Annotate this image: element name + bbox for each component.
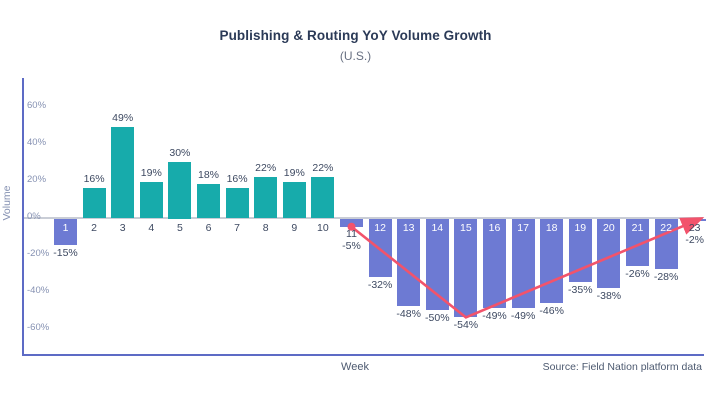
value-label: -38% [596,289,622,302]
week-label: 13 [402,221,415,234]
plot-frame [22,78,704,356]
value-label: 19% [140,167,162,180]
week-label: 14 [431,221,444,234]
source-note: Source: Field Nation platform data [542,361,702,373]
week-label: 9 [291,222,298,234]
y-tick-label: -60% [27,322,50,333]
y-tick-label: -20% [27,248,50,259]
week-label: 16 [488,221,501,234]
value-label: -50% [425,312,450,324]
y-tick-label: 20% [27,174,47,185]
value-label: -49% [510,310,536,323]
week-label: 10 [317,222,329,234]
value-label: -35% [568,284,593,297]
week-label: 4 [148,222,155,234]
value-label: -28% [653,271,679,284]
bar [54,218,77,246]
y-tick-label: -40% [27,285,50,296]
value-label: 22% [312,161,334,174]
bar [282,182,306,219]
week-label: 23 [688,222,701,235]
y-axis-label: Volume [1,185,13,221]
chart-subtitle: (U.S.) [339,49,372,63]
week-label: 5 [176,222,183,234]
bar [340,218,363,227]
y-tick-label: 0% [27,211,41,222]
value-label: -32% [367,278,393,291]
y-tick-label: 40% [27,137,47,148]
week-label: 22 [660,221,672,234]
week-label: 17 [517,221,529,234]
bar [254,176,278,219]
value-label: 16% [226,172,248,185]
value-label: -48% [396,308,421,321]
week-label: 20 [603,221,615,234]
week-label: 7 [234,222,241,234]
bar [197,184,220,219]
value-label: -15% [53,247,78,260]
week-label: 11 [346,227,357,240]
x-axis-label: Week [341,361,369,373]
value-label: -46% [539,304,564,317]
value-label: -54% [453,319,479,332]
value-label: 49% [112,111,134,124]
value-label: 16% [83,172,105,185]
bar [168,162,192,219]
chart-title: Publishing & Routing YoY Volume Growth [219,28,492,43]
value-label: 30% [169,147,191,159]
value-label: -5% [342,239,361,252]
week-label: 15 [460,221,472,234]
week-label: 2 [91,222,98,234]
bar [311,176,335,219]
bar [82,187,106,219]
value-label: 22% [255,161,277,174]
value-label: 19% [283,167,305,180]
value-label: 18% [197,169,219,182]
bar [683,218,707,222]
week-label: 1 [62,221,69,234]
value-label: -2% [685,234,705,247]
value-label: -26% [625,267,650,280]
bar [139,182,163,219]
value-label: -49% [482,310,507,323]
zero-line [24,216,703,219]
week-label: 18 [545,221,558,234]
week-label: 6 [205,222,212,234]
y-tick-label: 60% [27,100,47,111]
week-label: 3 [119,222,126,234]
week-label: 19 [574,221,587,234]
bar [225,187,249,219]
bar [111,126,135,219]
week-label: 12 [374,221,386,234]
week-label: 8 [262,222,269,234]
week-label: 21 [631,221,644,234]
